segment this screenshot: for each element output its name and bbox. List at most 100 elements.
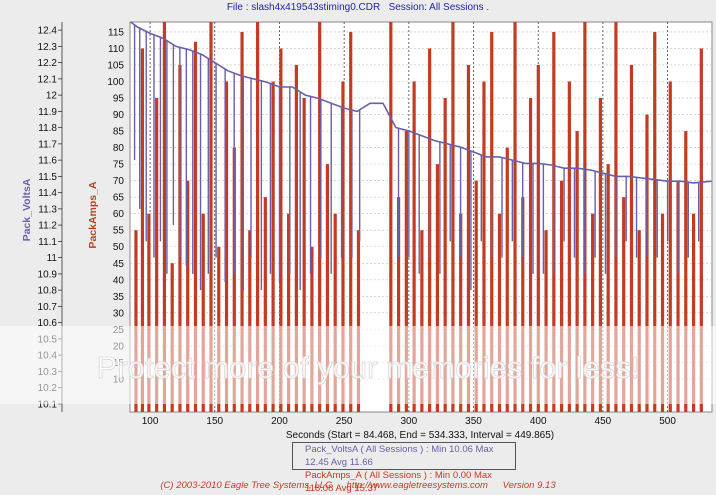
volts-tick-label: 11.5	[38, 172, 57, 183]
amps-spike	[459, 213, 463, 412]
amps-spike	[691, 213, 696, 412]
amps-spike	[474, 180, 478, 412]
amps-spike	[325, 164, 330, 412]
amps-spike	[513, 22, 517, 412]
amps-tick-label: 50	[113, 242, 125, 253]
amps-spike	[536, 64, 540, 413]
amps-spike	[232, 147, 236, 413]
amps-tick-label: 60	[113, 209, 125, 220]
amps-spike	[349, 31, 353, 413]
amps-spike	[287, 213, 291, 412]
footer: (C) 2003-2010 Eagle Tree Systems, LLC ht…	[0, 480, 716, 491]
amps-spike	[356, 230, 361, 412]
watermark-band	[0, 326, 716, 404]
footer-url[interactable]: http://www.eagletreesystems.com	[346, 480, 488, 491]
amps-spike	[466, 64, 471, 413]
amps-spike	[637, 230, 641, 412]
amps-spike	[147, 213, 151, 412]
amps-spike	[505, 147, 509, 413]
amps-spike	[629, 64, 634, 413]
amps-spike	[240, 31, 244, 413]
volts-tick-label: 11.3	[38, 204, 57, 215]
x-tick-label: 500	[659, 416, 676, 427]
session-label: Session: All Sessions .	[388, 2, 490, 13]
amps-spike	[645, 114, 649, 413]
amps-tick-label: 100	[107, 77, 124, 88]
amps-spike	[333, 213, 337, 412]
volts-tick-label: 11.8	[38, 123, 57, 134]
volts-tick-label: 11.7	[38, 139, 57, 150]
amps-tick-label: 70	[113, 176, 125, 187]
amps-tick-label: 105	[107, 60, 124, 71]
legend-amps: PackAmps_A ( All Sessions ) : Min 0.00 M…	[305, 470, 492, 494]
volts-tick-label: 12.3	[38, 42, 58, 53]
volts-tick-label: 10.7	[38, 302, 58, 313]
amps-spike	[224, 81, 229, 413]
amps-tick-label: 35	[113, 292, 125, 303]
amps-tick-label: 55	[113, 226, 125, 237]
volts-tick-label: 10.1	[38, 399, 58, 410]
footer-copyright: (C) 2003-2010 Eagle Tree Systems, LLC	[160, 480, 332, 491]
x-tick-label: 100	[142, 416, 159, 427]
amps-spike	[162, 22, 167, 412]
amps-spike	[420, 230, 424, 412]
amps-spike	[389, 22, 393, 412]
x-tick-label: 350	[465, 416, 482, 427]
x-tick-label: 150	[206, 416, 223, 427]
volts-tick-label: 10.9	[38, 269, 58, 280]
volts-tick-label: 10.8	[38, 286, 58, 297]
amps-spike	[271, 81, 275, 413]
amps-spike	[528, 98, 533, 412]
x-tick-label: 250	[336, 416, 353, 427]
volts-tick-label: 11.4	[38, 188, 57, 199]
x-tick-label: 400	[530, 416, 547, 427]
amps-tick-label: 30	[113, 308, 125, 319]
x-tick-label: 450	[595, 416, 612, 427]
amps-spike	[140, 48, 145, 413]
volts-tick-label: 10.6	[38, 318, 58, 329]
amps-spike	[435, 164, 440, 412]
volts-line	[130, 21, 712, 184]
volts-tick-label: 11.9	[38, 107, 57, 118]
amps-spike	[412, 81, 416, 413]
amps-spike	[341, 81, 345, 413]
amps-spike	[497, 213, 502, 412]
amps-spike	[396, 197, 401, 412]
amps-spike	[279, 48, 283, 413]
amps-spike	[209, 22, 213, 412]
amps-tick-label: 95	[113, 94, 125, 105]
amps-spike	[622, 197, 626, 412]
volts-tick-label: 12.4	[38, 26, 58, 37]
amps-spike	[186, 180, 190, 412]
amps-spike	[482, 81, 486, 413]
amps-tick-label: 115	[108, 27, 124, 38]
amps-spike	[660, 213, 665, 412]
amps-spike	[676, 180, 680, 412]
amps-spike	[134, 230, 138, 412]
amps-spike	[443, 98, 447, 412]
amps-spike	[606, 164, 610, 412]
amps-tick-label: 85	[113, 127, 125, 138]
amps-spike	[653, 31, 657, 413]
legend-volts: Pack_VoltsA ( All Sessions ) : Min 10.06…	[305, 444, 494, 468]
amps-spike	[591, 213, 595, 412]
amps-spike	[684, 131, 688, 412]
watermark-text: Protect more of your memories for less!	[97, 350, 640, 385]
amps-tick-label: 40	[113, 275, 125, 286]
amps-spike	[404, 131, 408, 412]
amps-spike	[668, 81, 672, 413]
volts-tick-label: 12.1	[38, 74, 58, 85]
amps-spike	[559, 180, 564, 412]
file-label: File : slash4x419543stiming0.CDR	[226, 2, 381, 13]
x-tick-label: 300	[400, 416, 417, 427]
legend-box: Pack_VoltsA ( All Sessions ) : Min 10.06…	[292, 442, 516, 494]
amps-tick-label: 75	[113, 160, 125, 171]
amps-spike	[248, 230, 252, 412]
amps-spike	[699, 48, 703, 413]
amps-spike	[193, 41, 198, 413]
volts-tick-label: 12	[46, 91, 58, 102]
amps-tick-label: 80	[113, 143, 125, 154]
amps-tick-label: 65	[113, 193, 125, 204]
amps-spike	[294, 64, 298, 413]
